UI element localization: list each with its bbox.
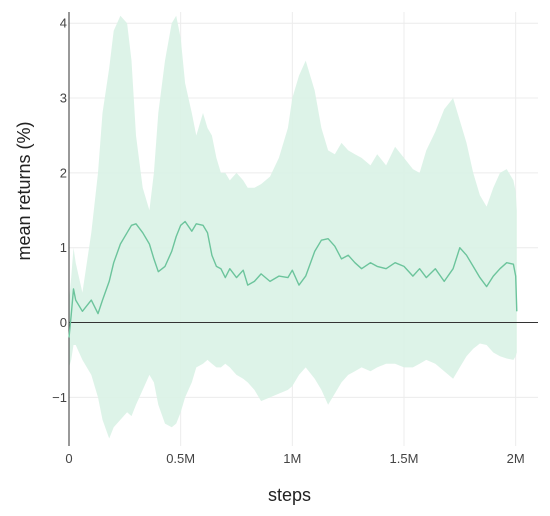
y-tick-label: 0	[60, 315, 67, 330]
y-tick-label: 3	[60, 91, 67, 106]
y-tick-label: 1	[60, 240, 67, 255]
x-axis-title: steps	[268, 485, 311, 505]
y-axis-title: mean returns (%)	[14, 121, 34, 260]
mean-returns-line	[68, 220, 518, 338]
y-tick-label: 2	[60, 165, 67, 180]
std-band	[69, 15, 517, 439]
x-tick-label: 0	[65, 451, 72, 466]
y-tick-label: 4	[60, 16, 67, 31]
y-tick-label: −1	[52, 390, 67, 405]
x-axis-ticks: 0 0.5M 1M 1.5M 2M	[65, 451, 524, 466]
x-tick-label: 1.5M	[390, 451, 419, 466]
x-tick-label: 0.5M	[166, 451, 195, 466]
x-tick-label: 1M	[283, 451, 301, 466]
y-axis-ticks: −1 0 1 2 3 4	[52, 16, 67, 405]
x-tick-label: 2M	[507, 451, 525, 466]
